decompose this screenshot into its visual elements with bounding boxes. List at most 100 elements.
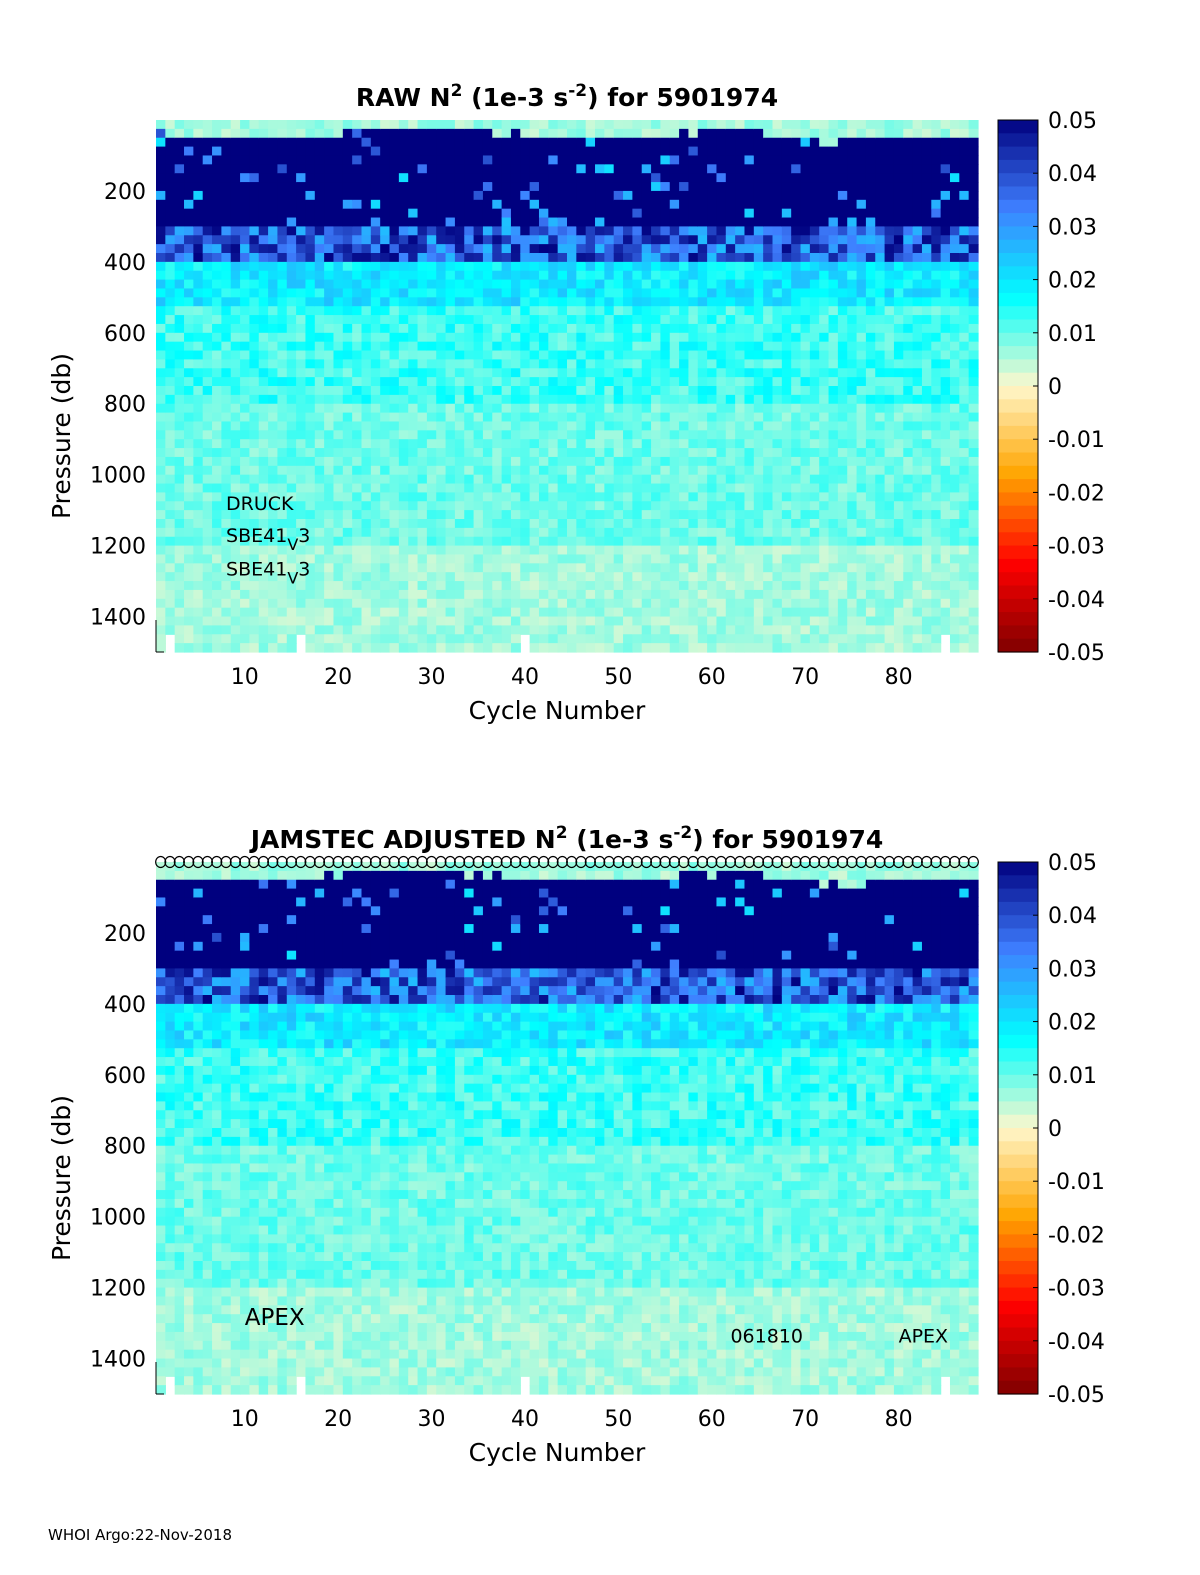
heatmap-cell [875,589,886,600]
heatmap-cell [809,519,820,529]
heatmap-cell [707,279,718,290]
heatmap-cell [174,368,185,378]
heatmap-cell [436,527,447,538]
heatmap-cell [707,501,718,511]
heatmap-cell [744,323,755,334]
heatmap-cell [585,297,596,307]
heatmap-cell [856,456,867,467]
heatmap-cell [669,270,680,281]
heatmap-cell [398,589,409,600]
heatmap-cell [202,120,213,130]
heatmap-cell [538,173,549,183]
heatmap-cell [174,279,185,290]
heatmap-cell [837,421,848,431]
heatmap-cell [856,465,867,476]
heatmap-cell [669,323,680,334]
heatmap-cell [408,315,419,325]
heatmap-cell [305,182,316,192]
heatmap-cell [595,589,605,600]
heatmap-cell [408,483,419,493]
heatmap-cell [314,448,325,458]
heatmap-cell [380,430,391,440]
heatmap-cell [286,483,297,493]
heatmap-cell [847,377,858,387]
heatmap-cell [184,199,194,210]
heatmap-cell [398,350,409,360]
heatmap-cell [893,128,904,139]
heatmap-cell [417,545,428,556]
heatmap-cell [454,554,465,564]
heatmap-cell [230,643,241,653]
heatmap-cell [501,315,512,325]
heatmap-cell [669,394,680,405]
heatmap-cell [697,323,708,334]
heatmap-cell [585,323,596,334]
heatmap-cell [688,439,699,449]
heatmap-cell [212,403,222,414]
heatmap-cell [520,394,531,405]
heatmap-cell [370,217,381,227]
heatmap-cell [828,190,839,201]
heatmap-cell [716,261,727,272]
heatmap-cell [893,616,904,626]
heatmap-cell [464,386,475,396]
heatmap-cell [324,430,335,440]
heatmap-cell [277,643,288,653]
heatmap-cell [903,120,914,130]
heatmap-cell [492,625,503,635]
heatmap-cell [604,182,615,192]
heatmap-cell [174,332,185,343]
heatmap-cell [482,297,493,307]
heatmap-cell [184,474,194,485]
heatmap-cell [548,412,559,423]
heatmap-cell [772,439,783,449]
heatmap-cell [791,421,802,431]
heatmap-cell [230,536,241,547]
heatmap-cell [342,306,353,316]
heatmap-cell [884,439,895,449]
heatmap-cell [837,465,848,476]
heatmap-cell [258,146,269,157]
heatmap-cell [520,155,531,165]
heatmap-cell [679,598,690,609]
heatmap-cell [688,137,699,148]
heatmap-cell [202,572,213,582]
heatmap-cell [202,217,213,227]
heatmap-cell [828,297,839,307]
heatmap-cell [781,572,792,582]
heatmap-cell [249,572,260,582]
heatmap-cell [651,483,662,493]
heatmap-cell [174,643,185,653]
heatmap-cell [184,226,194,236]
heatmap-cell [548,306,559,316]
heatmap-cell [548,643,559,653]
heatmap-cell [884,146,895,157]
heatmap-cell [370,288,381,298]
heatmap-cell [258,394,269,405]
heatmap-cell [156,643,166,653]
heatmap-cell [230,412,241,423]
heatmap-cell [408,474,419,485]
heatmap-cell [772,288,783,298]
heatmap-cell [884,164,895,174]
heatmap-cell [408,465,419,476]
heatmap-cell [520,128,531,139]
heatmap-cell [921,199,932,210]
heatmap-cell [342,253,353,263]
heatmap-cell [436,226,447,236]
heatmap-cell [529,554,540,564]
heatmap-cell [510,527,521,538]
heatmap-cell [184,146,194,157]
heatmap-cell [258,244,269,254]
heatmap-cell [268,625,279,635]
heatmap-cell [856,607,867,618]
heatmap-cell [809,377,820,387]
heatmap-cell [753,572,764,582]
heatmap-cell [679,323,690,334]
heatmap-cell [314,589,325,600]
heatmap-cell [417,182,428,192]
heatmap-cell [314,386,325,396]
heatmap-cell [837,430,848,440]
heatmap-cell [408,217,419,227]
heatmap-cell [240,164,251,174]
